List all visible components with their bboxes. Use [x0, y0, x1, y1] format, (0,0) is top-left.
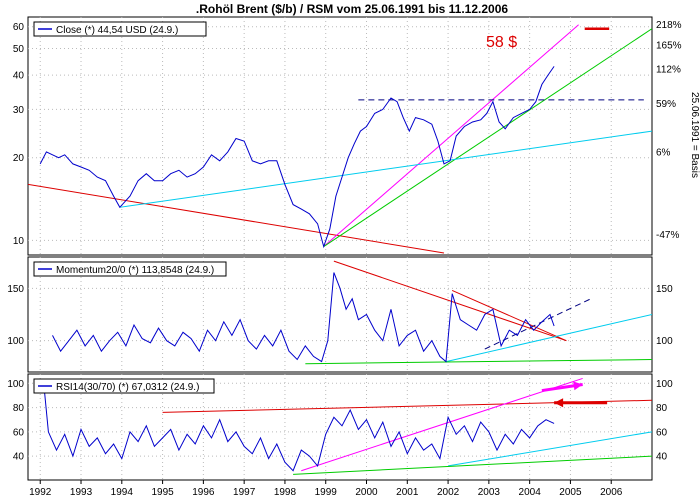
right-tick-label: 112% [656, 65, 681, 76]
trendline-red [333, 260, 567, 342]
trendline-magenta [301, 377, 583, 472]
series-line-price [39, 66, 555, 249]
legend-label: Close (*) 44,54 USD (24.9.) [56, 25, 178, 36]
trendline-green [305, 359, 652, 365]
x-tick-label: 2006 [600, 487, 623, 498]
legend-price: Close (*) 44,54 USD (24.9.) [33, 21, 207, 37]
legend-rsi: RSI14(30/70) (*) 67,0312 (24.9.) [33, 378, 215, 394]
right-axis-label: 25.06.1991 = Basis [689, 92, 700, 178]
y-tick-label: 40 [13, 452, 25, 463]
right-tick-label: 40 [656, 452, 668, 463]
legend-label: RSI14(30/70) (*) 67,0312 (24.9.) [56, 382, 199, 393]
trendline-green [323, 28, 652, 247]
x-tick-label: 1995 [151, 487, 174, 498]
y-tick-label: 100 [7, 379, 24, 390]
legend-box [33, 378, 215, 394]
y-tick-label: 100 [7, 336, 24, 347]
trendline-green [293, 455, 652, 475]
y-tick-label: 60 [13, 22, 25, 33]
x-tick-label: 2002 [437, 487, 460, 498]
x-tick-label: 2001 [396, 487, 419, 498]
series-line-momentum [52, 272, 555, 363]
legend-momentum: Momentum20/0 (*) 113,8548 (24.9.) [33, 261, 227, 277]
arrow-head-red [554, 398, 564, 408]
trendline-red [451, 289, 567, 342]
trendline-magenta [323, 24, 579, 247]
x-tick-label: 1997 [233, 487, 256, 498]
x-tick-label: 1999 [315, 487, 338, 498]
y-tick-label: 80 [13, 403, 25, 414]
panels [27, 16, 653, 481]
y-tick-label: 150 [7, 284, 24, 295]
y-tick-label: 40 [13, 71, 25, 82]
right-tick-label: 60 [656, 427, 668, 438]
trendline-cyan [119, 130, 652, 208]
panel-frame-price [27, 16, 653, 256]
right-tick-label: 100 [656, 379, 673, 390]
panel-lines-price [28, 24, 652, 254]
x-tick-label: 1996 [192, 487, 215, 498]
right-tick-label: -47% [656, 230, 679, 241]
trendline-cyan [445, 314, 652, 363]
right-tick-label: 150 [656, 284, 673, 295]
right-tick-label: 218% [656, 20, 682, 31]
trendline-red [28, 183, 445, 254]
chart-title: .Rohöl Brent ($/b) / RSM vom 25.06.1991 … [196, 2, 508, 16]
panel-lines-momentum [52, 260, 652, 365]
trendline-cyan [447, 431, 652, 467]
y-tick-label: 20 [13, 153, 25, 164]
right-tick-label: 80 [656, 403, 668, 414]
right-tick-label: 59% [656, 99, 676, 110]
y-tick-label: 50 [13, 44, 25, 55]
series-line-rsi [43, 389, 555, 472]
legend-box [33, 261, 227, 277]
y-tick-label: 30 [13, 105, 25, 116]
x-tick-label: 1993 [70, 487, 93, 498]
tick-labels: 10 20 30 40 50 60 218% 165% 112% 59% 6% -47% Close (… [7, 20, 681, 498]
plot-lines [28, 24, 652, 475]
x-tick-label: 1998 [274, 487, 297, 498]
legend-label: Momentum20/0 (*) 113,8548 (24.9.) [56, 265, 214, 276]
legend-box [33, 21, 207, 37]
x-tick-label: 1992 [29, 487, 52, 498]
x-tick-label: 1994 [111, 487, 134, 498]
panel-lines-rsi [43, 377, 652, 475]
right-tick-label: 100 [656, 336, 673, 347]
x-tick-label: 2004 [519, 487, 542, 498]
x-tick-label: 2003 [478, 487, 501, 498]
annotation-price: 58 $ [486, 34, 517, 51]
arrow-head-magenta [573, 381, 583, 391]
y-tick-label: 60 [13, 427, 25, 438]
right-tick-label: 165% [656, 40, 682, 51]
y-tick-label: 10 [13, 236, 25, 247]
x-tick-label: 2000 [355, 487, 378, 498]
x-tick-label: 2005 [559, 487, 582, 498]
right-tick-label: 6% [656, 147, 671, 158]
